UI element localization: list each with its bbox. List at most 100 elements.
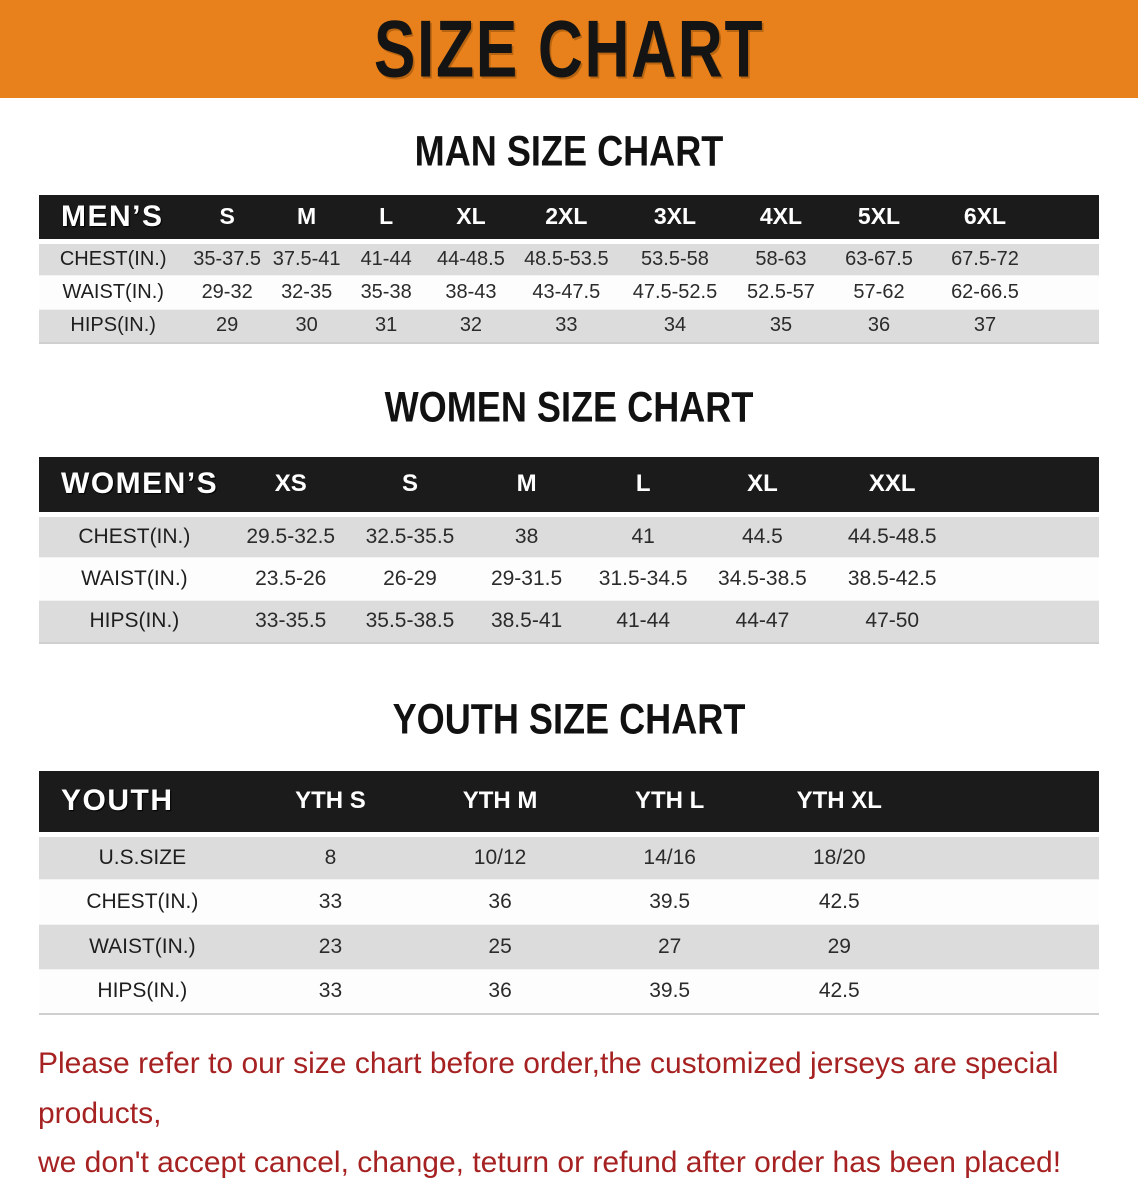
row-label: CHEST(IN.)	[39, 241, 188, 276]
youth-size-table: YOUTH YTH S YTH M YTH L YTH XL U.S.SIZE …	[39, 771, 1099, 1015]
men-column-header: XL	[425, 195, 516, 244]
measurement-cell: 26-29	[351, 557, 469, 601]
filler-cell	[961, 600, 1099, 644]
page-title: SIZE CHART	[373, 3, 765, 95]
women-section-heading: WOMEN SIZE CHART	[384, 382, 754, 432]
measurement-cell: 38.5-42.5	[823, 557, 962, 601]
measurement-cell: 38-43	[425, 275, 516, 310]
measurement-cell: 38.5-41	[468, 600, 585, 644]
measurement-cell: 48.5-53.5	[515, 241, 617, 276]
measurement-cell: 35-37.5	[187, 241, 267, 276]
row-label: WAIST(IN.)	[39, 557, 230, 601]
measurement-cell: 32	[425, 309, 516, 344]
youth-column-header: YTH L	[584, 771, 755, 837]
measurement-cell: 29-31.5	[468, 557, 585, 601]
table-row: HIPS(IN.) 33 36 39.5 42.5	[39, 969, 1099, 1015]
disclaimer-line-2: we don't accept cancel, change, teturn o…	[38, 1146, 1062, 1179]
banner: SIZE CHART	[0, 0, 1138, 98]
men-section: MAN SIZE CHART MEN’S S M L XL 2XL 3XL 4X…	[0, 126, 1138, 344]
measurement-cell: 30	[266, 309, 347, 344]
measurement-cell: 44-48.5	[425, 241, 516, 276]
measurement-cell: 10/12	[415, 834, 585, 880]
measurement-cell: 33	[515, 309, 617, 344]
filler-cell	[924, 969, 1099, 1015]
men-column-header: M	[266, 195, 347, 244]
measurement-cell: 25	[415, 924, 585, 970]
measurement-cell: 14/16	[584, 834, 755, 880]
filler-cell	[961, 514, 1099, 558]
measurement-cell: 57-62	[828, 275, 930, 310]
measurement-cell: 44.5-48.5	[823, 514, 962, 558]
men-column-header: 3XL	[616, 195, 734, 244]
measurement-cell: 53.5-58	[616, 241, 734, 276]
measurement-cell: 47.5-52.5	[616, 275, 734, 310]
men-column-header: 4XL	[733, 195, 829, 244]
measurement-cell: 41-44	[584, 600, 702, 644]
measurement-cell: 29.5-32.5	[229, 514, 352, 558]
measurement-cell: 38	[468, 514, 585, 558]
men-column-header: 6XL	[929, 195, 1041, 244]
measurement-cell: 34	[616, 309, 734, 344]
measurement-cell: 29-32	[187, 275, 267, 310]
filler-cell	[961, 557, 1099, 601]
table-row: CHEST(IN.) 29.5-32.5 32.5-35.5 38 41 44.…	[39, 514, 1099, 558]
table-row: HIPS(IN.) 33-35.5 35.5-38.5 38.5-41 41-4…	[39, 600, 1099, 644]
measurement-cell: 33-35.5	[229, 600, 352, 644]
measurement-cell: 32-35	[266, 275, 347, 310]
youth-header-filler	[924, 771, 1099, 837]
women-section: WOMEN SIZE CHART WOMEN’S XS S M L XL XXL	[0, 382, 1138, 644]
women-column-header: M	[468, 457, 585, 517]
youth-section-heading: YOUTH SIZE CHART	[392, 694, 746, 744]
disclaimer: Please refer to our size chart before or…	[0, 1039, 1138, 1188]
measurement-cell: 43-47.5	[515, 275, 617, 310]
row-label: CHEST(IN.)	[39, 879, 246, 925]
men-column-header: L	[346, 195, 426, 244]
measurement-cell: 35.5-38.5	[351, 600, 469, 644]
measurement-cell: 34.5-38.5	[701, 557, 824, 601]
measurement-cell: 67.5-72	[929, 241, 1041, 276]
measurement-cell: 41	[584, 514, 702, 558]
measurement-cell: 32.5-35.5	[351, 514, 469, 558]
measurement-cell: 36	[828, 309, 930, 344]
measurement-cell: 44.5	[701, 514, 824, 558]
row-label: HIPS(IN.)	[39, 969, 246, 1015]
measurement-cell: 44-47	[701, 600, 824, 644]
table-row: WAIST(IN.) 23 25 27 29	[39, 924, 1099, 970]
measurement-cell: 29	[187, 309, 267, 344]
measurement-cell: 42.5	[754, 879, 925, 925]
women-column-header: XL	[701, 457, 824, 517]
men-column-header: 5XL	[828, 195, 930, 244]
filler-cell	[1040, 275, 1099, 310]
table-row: U.S.SIZE 8 10/12 14/16 18/20	[39, 834, 1099, 880]
measurement-cell: 63-67.5	[828, 241, 930, 276]
table-row: CHEST(IN.) 35-37.5 37.5-41 41-44 44-48.5…	[39, 241, 1099, 276]
measurement-cell: 37.5-41	[266, 241, 347, 276]
women-corner-label: WOMEN’S	[39, 457, 230, 517]
row-label: WAIST(IN.)	[39, 275, 188, 310]
measurement-cell: 35-38	[346, 275, 426, 310]
youth-section: YOUTH SIZE CHART YOUTH YTH S YTH M YTH L…	[0, 694, 1138, 1015]
filler-cell	[924, 924, 1099, 970]
measurement-cell: 23	[245, 924, 416, 970]
men-column-header: S	[187, 195, 267, 244]
measurement-cell: 39.5	[584, 879, 755, 925]
table-row: WAIST(IN.) 23.5-26 26-29 29-31.5 31.5-34…	[39, 557, 1099, 601]
measurement-cell: 29	[754, 924, 925, 970]
men-section-heading: MAN SIZE CHART	[414, 126, 724, 176]
measurement-cell: 39.5	[584, 969, 755, 1015]
measurement-cell: 33	[245, 969, 416, 1015]
measurement-cell: 18/20	[754, 834, 925, 880]
women-header-filler	[961, 457, 1099, 517]
measurement-cell: 58-63	[733, 241, 829, 276]
measurement-cell: 36	[415, 969, 585, 1015]
measurement-cell: 36	[415, 879, 585, 925]
youth-column-header: YTH XL	[754, 771, 925, 837]
men-column-header: 2XL	[515, 195, 617, 244]
row-label: CHEST(IN.)	[39, 514, 230, 558]
men-size-table: MEN’S S M L XL 2XL 3XL 4XL 5XL 6XL CHEST…	[39, 195, 1099, 344]
women-size-table: WOMEN’S XS S M L XL XXL CHEST(IN.) 29.5-…	[39, 457, 1099, 644]
measurement-cell: 31.5-34.5	[584, 557, 702, 601]
youth-column-header: YTH S	[245, 771, 416, 837]
men-header-row: MEN’S S M L XL 2XL 3XL 4XL 5XL 6XL	[39, 195, 1099, 244]
filler-cell	[924, 879, 1099, 925]
